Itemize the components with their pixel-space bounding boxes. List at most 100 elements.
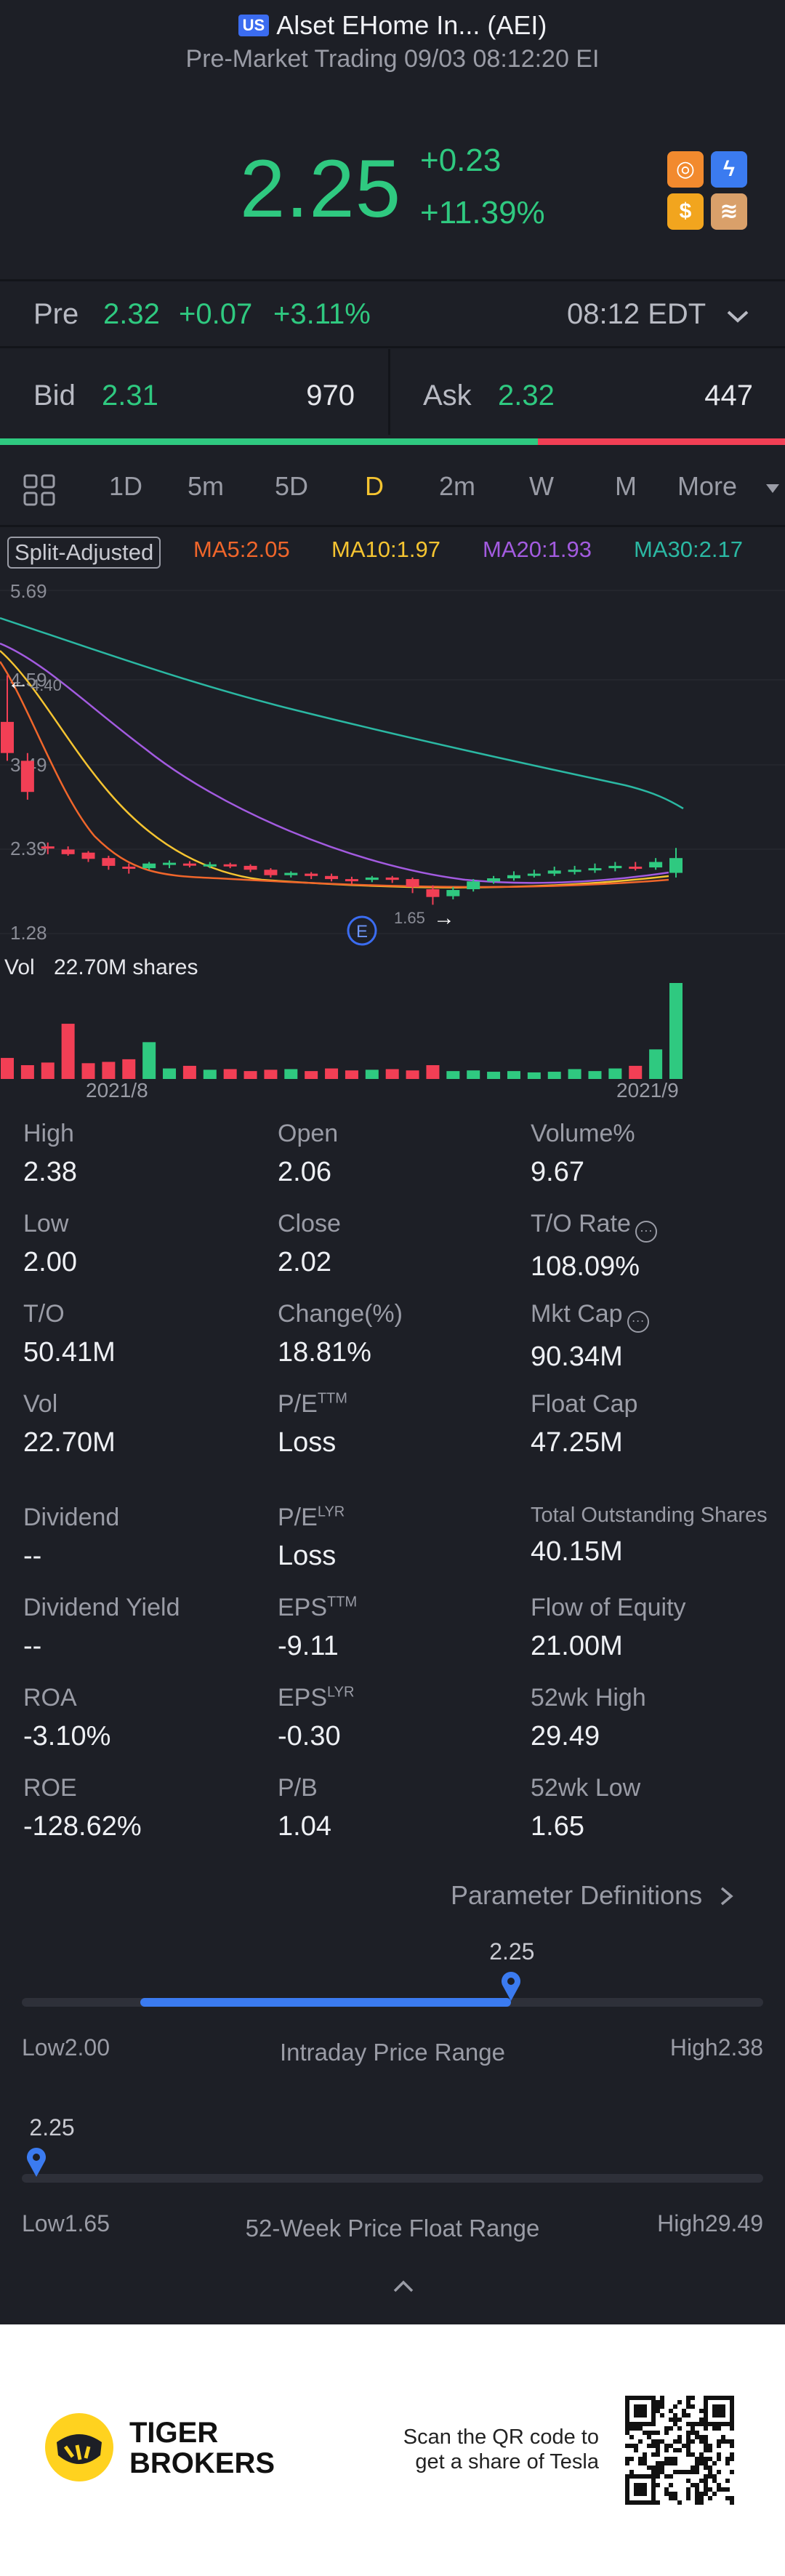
stock-title: US Alset EHome In... (AEI) — [0, 10, 785, 41]
qr-module — [629, 2426, 634, 2431]
qr-module — [708, 2496, 712, 2500]
tab-w[interactable]: W — [529, 471, 554, 501]
qr-module — [656, 2500, 660, 2505]
volume-bar — [446, 1071, 460, 1079]
options-icon[interactable]: ◎ — [667, 151, 704, 188]
stat-value: 2.00 — [23, 1247, 77, 1277]
tab-2m[interactable]: 2m — [439, 471, 476, 501]
qr-module — [643, 2396, 647, 2400]
qr-code-icon[interactable] — [625, 2396, 734, 2505]
qr-module — [677, 2470, 682, 2474]
tab-more[interactable]: More — [677, 471, 738, 501]
52-week-range: 2.25 Low1.65 52-Week Price Float Range H… — [22, 2110, 763, 2242]
stat-value: 47.25M — [531, 1427, 623, 1458]
qr-module — [695, 2435, 699, 2439]
ma20-label: MA20:1.93 — [483, 537, 592, 562]
stat-t-o-rate[interactable]: T/O Rate ··· 108.09% — [531, 1210, 657, 1283]
qr-module — [634, 2500, 638, 2505]
candles — [1, 675, 683, 905]
stat-eps-lyr: EPSLYR -0.30 — [278, 1684, 354, 1752]
qr-module — [669, 2457, 673, 2461]
qr-module — [638, 2457, 643, 2461]
layout-grid-icon[interactable] — [22, 473, 57, 507]
candle — [588, 868, 602, 871]
parameter-definitions-link[interactable]: Parameter Definitions — [451, 1880, 736, 1911]
qr-module — [704, 2400, 708, 2404]
trading-status: Pre-Market Trading 09/03 08:12:20 EI — [185, 45, 600, 73]
stat-float-cap: Float Cap 47.25M — [531, 1390, 637, 1458]
stat-label-text: P/E — [278, 1504, 318, 1531]
qr-module — [699, 2492, 704, 2496]
tab-m[interactable]: M — [615, 471, 637, 501]
divider — [0, 525, 785, 527]
x-axis-label: 2021/8 — [86, 1079, 148, 1102]
volume-bar — [1, 1058, 14, 1079]
stat-value: -128.62% — [23, 1811, 142, 1842]
earnings-event-marker[interactable] — [347, 915, 377, 946]
price-chart[interactable]: 5.69 4.59 3.49 2.39 1.28 ← 4.40 1.65 → E — [0, 574, 785, 952]
qr-module — [625, 2444, 629, 2448]
qr-module — [629, 2470, 634, 2474]
candle — [649, 862, 663, 868]
chevron-down-icon[interactable] — [725, 308, 750, 324]
volume-bars — [1, 983, 683, 1079]
qr-module — [647, 2396, 651, 2400]
info-icon[interactable]: ··· — [635, 1221, 657, 1243]
qr-module — [660, 2461, 664, 2465]
qr-module — [704, 2396, 708, 2400]
qr-module — [695, 2457, 699, 2461]
qr-module — [647, 2474, 651, 2479]
candle — [61, 849, 75, 854]
volume-bar — [507, 1071, 520, 1079]
qr-module — [686, 2413, 691, 2417]
stat-value: -- — [23, 1631, 42, 1661]
qr-module — [730, 2470, 734, 2474]
stat-value: 2.02 — [278, 1247, 331, 1277]
stat-mkt-cap[interactable]: Mkt Cap ··· 90.34M — [531, 1300, 649, 1373]
qr-module — [695, 2465, 699, 2470]
tab-5m[interactable]: 5m — [188, 471, 225, 501]
qr-module — [682, 2409, 686, 2413]
pre-market-row[interactable]: Pre 2.32 +0.07 +3.11% 08:12 EDT — [0, 282, 785, 378]
qr-module — [643, 2474, 647, 2479]
lightning-icon[interactable]: ϟ — [711, 151, 747, 188]
dollar-icon[interactable]: $ — [667, 193, 704, 230]
qr-module — [730, 2404, 734, 2409]
stack-icon[interactable]: ≋ — [711, 193, 747, 230]
chevron-up-icon[interactable] — [392, 2279, 414, 2293]
stat-value: 21.00M — [531, 1631, 623, 1661]
stat-value: 40.15M — [531, 1536, 623, 1567]
qr-module — [677, 2448, 682, 2452]
info-icon[interactable]: ··· — [627, 1311, 649, 1333]
qr-module — [686, 2492, 691, 2496]
split-adjusted-toggle[interactable]: Split-Adjusted — [7, 537, 161, 569]
qr-module — [625, 2400, 629, 2404]
min-price-label: 1.65 — [394, 909, 425, 927]
candle — [487, 878, 501, 882]
qr-module — [625, 2500, 629, 2505]
qr-module — [691, 2431, 695, 2435]
qr-module — [625, 2474, 629, 2479]
qr-module — [625, 2487, 629, 2492]
ma30-line — [0, 617, 684, 810]
qr-module — [651, 2483, 656, 2487]
intraday-low: Low2.00 — [22, 2034, 110, 2061]
tab-1d[interactable]: 1D — [109, 471, 143, 501]
qr-module — [643, 2431, 647, 2435]
volume-chart[interactable] — [0, 982, 785, 1080]
tab-5d[interactable]: 5D — [275, 471, 309, 501]
qr-module — [651, 2474, 656, 2479]
qr-module — [669, 2474, 673, 2479]
caret-down-icon[interactable] — [765, 483, 781, 494]
tab-d[interactable]: D — [365, 471, 384, 501]
candle — [305, 873, 318, 876]
candle — [122, 866, 136, 869]
volume-bar — [163, 1068, 177, 1079]
qr-module — [634, 2474, 638, 2479]
bid-panel: Bid 2.31 970 — [0, 349, 388, 436]
ma5-line — [0, 661, 669, 888]
stat-value: 108.09% — [531, 1251, 640, 1282]
qr-module — [712, 2461, 717, 2465]
volume-bar — [142, 1042, 156, 1079]
volume-bar — [122, 1059, 136, 1079]
